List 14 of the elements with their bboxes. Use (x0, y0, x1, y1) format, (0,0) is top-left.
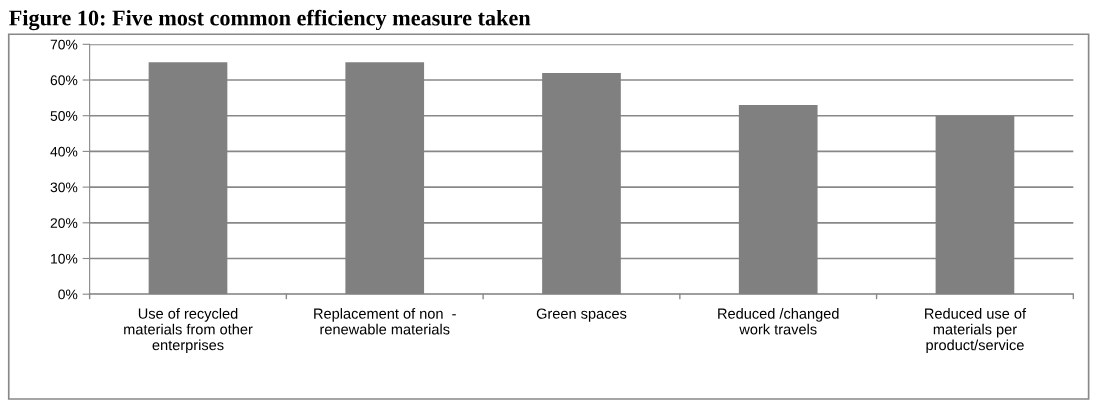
x-tick-label: Use of recycled materials from other enterprises (124, 308, 253, 354)
y-tick-label: 40% (50, 146, 78, 157)
x-tick-label: Reduced /changed work travels (718, 308, 839, 335)
y-tick-label: 20% (50, 218, 78, 228)
y-tick-label: 70% (50, 39, 78, 50)
y-tick-label: 50% (50, 111, 78, 121)
x-tick-label: Green spaces (536, 308, 627, 322)
chart-title: Figure 10: Five most common efficiency measure taken (9, 9, 531, 31)
x-tick-label: Reduced use of materials per product/service (925, 308, 1027, 354)
y-tick-label: 10% (51, 253, 78, 264)
x-tick-label: Replacement of non - renewable materials (314, 308, 456, 335)
y-tick-label: 60% (50, 75, 78, 86)
y-tick-label: 30% (50, 182, 78, 193)
y-tick-label: 0% (58, 289, 78, 300)
